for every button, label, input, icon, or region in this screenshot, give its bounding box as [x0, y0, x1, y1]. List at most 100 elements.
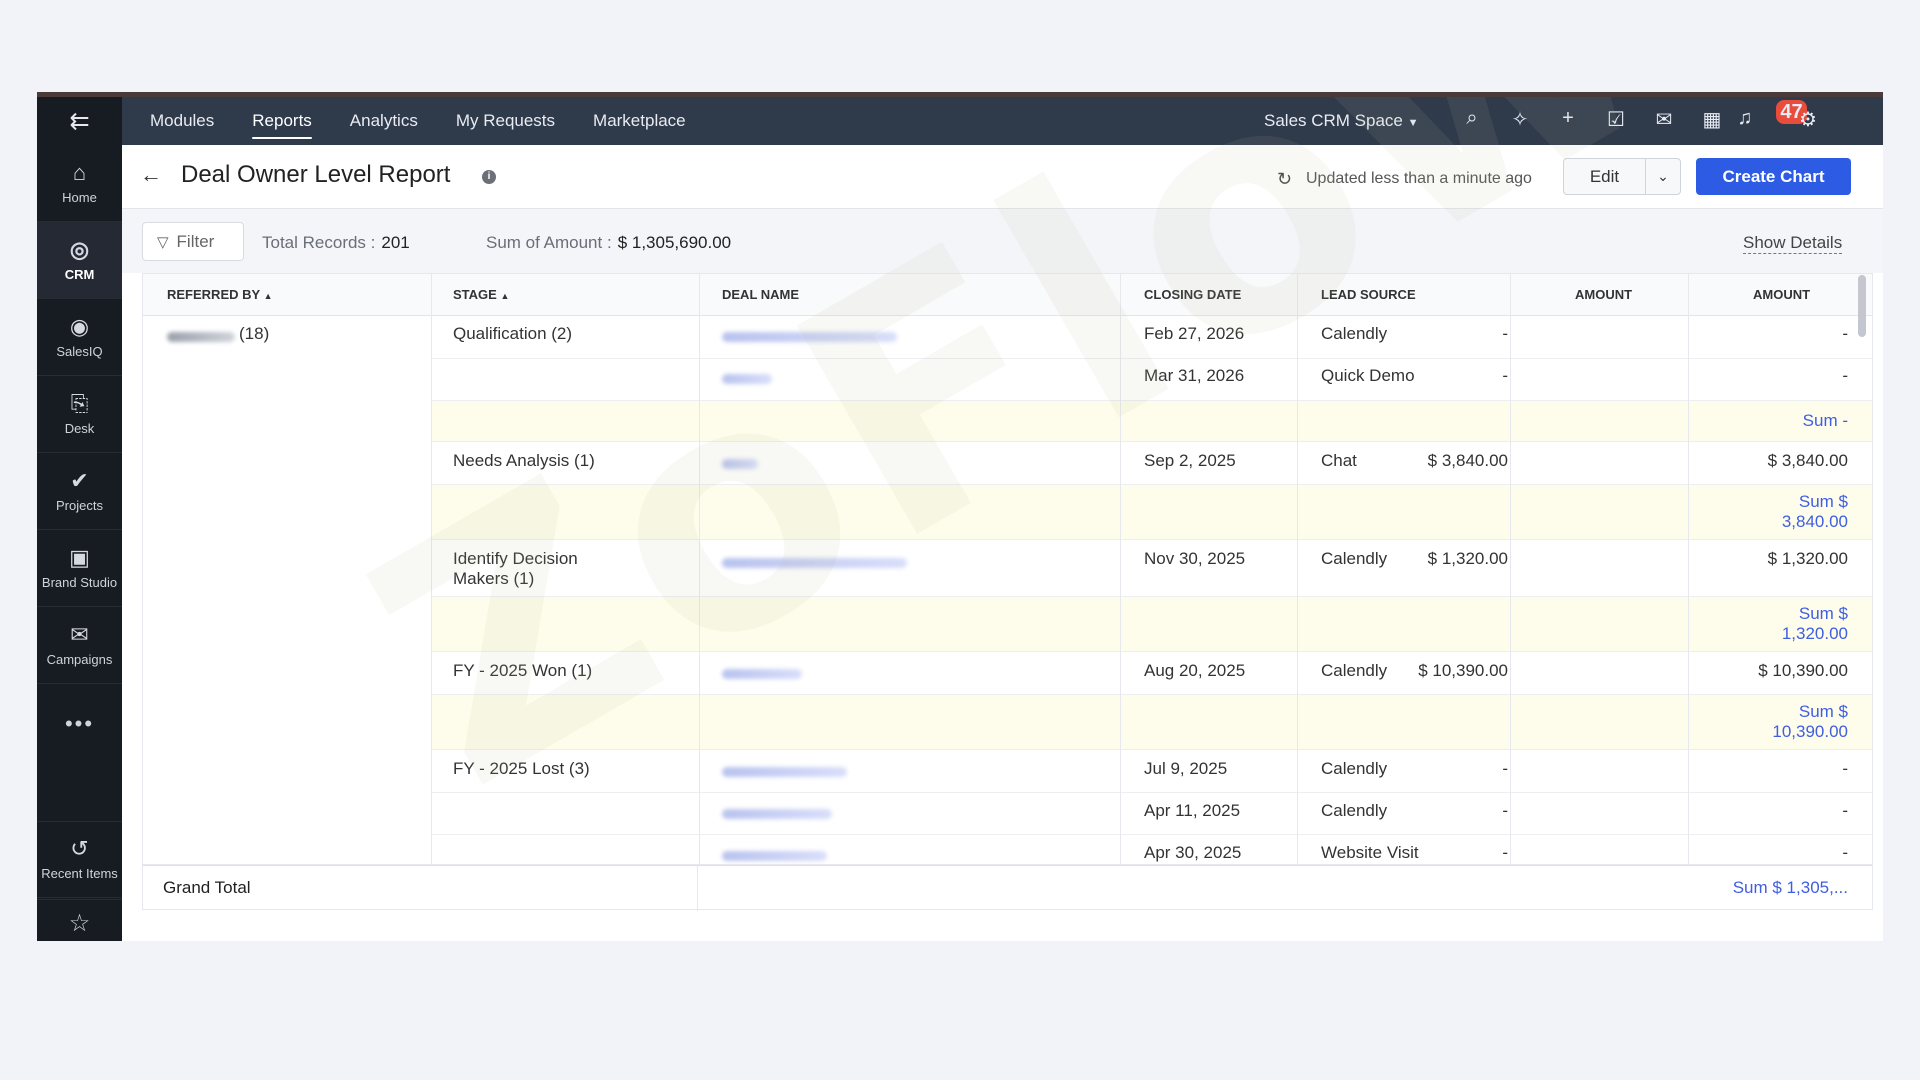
amount-cell: $ 3,840.00	[1767, 451, 1848, 470]
subtotal-sum-line: 3,840.00	[1781, 512, 1848, 531]
chevron-down-icon[interactable]: ⌄	[1657, 168, 1669, 184]
row-divider	[431, 792, 1872, 793]
deal-name-link[interactable]	[722, 669, 802, 679]
subtotal-sum-line: Sum $	[1798, 492, 1848, 511]
closing-date-cell: Aug 20, 2025	[1144, 661, 1246, 680]
create-chart-button[interactable]: Create Chart	[1696, 158, 1851, 195]
total-records: Total Records : 201	[262, 233, 410, 253]
column-header-stage[interactable]: STAGE ▲	[453, 274, 510, 316]
amount-cell: -	[1842, 759, 1848, 778]
subtotal-row	[431, 484, 1872, 540]
back-arrow-icon[interactable]: ←	[140, 162, 162, 187]
deal-name-link[interactable]	[722, 374, 772, 384]
column-divider	[1297, 274, 1298, 864]
rail-item-desk[interactable]: ⎘ Desk	[37, 376, 122, 453]
amount-cell: -	[1502, 759, 1508, 778]
rail-item-crm[interactable]: ◎ CRM	[37, 222, 122, 299]
column-header-closing-date[interactable]: CLOSING DATE	[1144, 274, 1242, 316]
deal-name-link[interactable]	[722, 332, 897, 342]
filter-icon: ▽	[157, 233, 169, 251]
space-selector[interactable]: Sales CRM Space ▼	[1264, 111, 1419, 131]
row-divider	[431, 834, 1872, 835]
refresh-icon[interactable]: ↻	[1277, 169, 1293, 189]
add-icon[interactable]: +	[1562, 107, 1574, 129]
tab-modules[interactable]: Modules	[150, 111, 215, 130]
closing-date-cell: Sep 2, 2025	[1144, 451, 1236, 470]
space-name: Sales CRM Space	[1264, 111, 1403, 130]
grand-total-label: Grand Total	[163, 878, 251, 897]
sort-asc-icon: ▲	[263, 291, 273, 301]
mail-icon[interactable]: ✉	[1655, 109, 1673, 131]
column-header-lead-source[interactable]: LEAD SOURCE	[1321, 274, 1416, 316]
column-header-deal-name[interactable]: DEAL NAME	[722, 274, 800, 316]
caret-down-icon: ▼	[1407, 117, 1419, 129]
subtotal-sum-line: 10,390.00	[1772, 722, 1848, 741]
total-records-value: 201	[381, 233, 410, 252]
tab-my-requests[interactable]: My Requests	[455, 111, 556, 130]
amount-cell: $ 10,390.00	[1418, 661, 1508, 680]
rail-item-recent-items[interactable]: ↺ Recent Items	[37, 821, 122, 898]
amount-cell: -	[1842, 843, 1848, 862]
rail-item-projects[interactable]: ✔ Projects	[37, 453, 122, 530]
column-header-amount-2[interactable]: AMOUNT	[1753, 274, 1811, 316]
more-apps-icon[interactable]: •••	[64, 711, 95, 736]
stage-cell: Qualification (2)	[453, 324, 573, 343]
sum-of-amount: Sum of Amount : $ 1,305,690.00	[486, 233, 731, 253]
deal-name-link[interactable]	[722, 767, 847, 777]
calendar-icon[interactable]: ▦	[1702, 109, 1722, 131]
column-header-amount[interactable]: AMOUNT	[1575, 274, 1633, 316]
deal-name-link[interactable]	[722, 809, 832, 819]
subtotal-sum-line: Sum $	[1798, 604, 1848, 623]
tab-marketplace[interactable]: Marketplace	[593, 111, 686, 130]
sum-of-amount-label: Sum of Amount :	[486, 233, 612, 252]
rail-item-label: Projects	[56, 497, 103, 513]
subtotal-row	[431, 694, 1872, 750]
column-divider	[1120, 274, 1121, 864]
tab-analytics[interactable]: Analytics	[349, 111, 418, 130]
table-scrollbar[interactable]	[1858, 275, 1866, 337]
tab-reports[interactable]: Reports	[252, 111, 312, 139]
info-icon[interactable]: i	[482, 170, 496, 184]
edit-button[interactable]: Edit	[1564, 159, 1646, 194]
amount-cell: -	[1502, 843, 1508, 862]
stage-cell-line: Makers (1)	[453, 569, 535, 588]
summary-bar: ▽ Filter Total Records : 201 Sum of Amoun…	[122, 209, 1883, 273]
brand-studio-icon: ▣	[69, 544, 90, 570]
notification-bell-icon[interactable]: ♫ 47	[1736, 100, 1807, 132]
gear-icon[interactable]: ⚙	[1799, 109, 1817, 131]
stage-cell: Identify Decision Makers (1)	[453, 549, 578, 589]
total-records-label: Total Records :	[262, 233, 376, 252]
zia-icon[interactable]: ✧	[1511, 109, 1529, 131]
column-header-referred-by[interactable]: REFERRED BY ▲	[167, 274, 273, 316]
menu-collapse-icon[interactable]: ⇇	[69, 107, 90, 135]
amount-cell: -	[1502, 324, 1508, 343]
rail-item-campaigns[interactable]: ✉ Campaigns	[37, 607, 122, 684]
updated-status: Updated less than a minute ago	[1306, 170, 1532, 187]
lead-source-cell: Calendly	[1321, 661, 1388, 680]
activity-icon[interactable]: ☑	[1607, 109, 1625, 131]
amount-cell: $ 10,390.00	[1758, 661, 1848, 680]
crm-app-window: ⇇ ⌂ Home ◎ CRM ◉ SalesIQ ⎘ Desk ✔ Projec…	[37, 92, 1883, 941]
subtotal-sum-line: Sum -	[1802, 411, 1848, 430]
rail-item-home[interactable]: ⌂ Home	[37, 145, 122, 222]
crm-icon: ◎	[69, 236, 90, 262]
deal-name-link[interactable]	[722, 558, 907, 568]
favorites-star-icon[interactable]: ☆	[37, 899, 122, 941]
deal-name-link[interactable]	[722, 851, 827, 861]
redacted-referrer-name	[167, 332, 235, 342]
filter-button[interactable]: ▽ Filter	[142, 222, 244, 261]
search-icon[interactable]: ⌕	[1466, 107, 1478, 129]
amount-cell: -	[1842, 366, 1848, 385]
top-nav: Modules Reports Analytics My Requests Ma…	[122, 97, 1883, 145]
top-nav-icons: ⌕ ✧ + ☑ ✉ ▦ ♫ 47 ⚙	[1448, 100, 1832, 132]
deal-name-link[interactable]	[722, 459, 758, 469]
amount-cell: $ 3,840.00	[1427, 451, 1508, 470]
rail-item-salesiq[interactable]: ◉ SalesIQ	[37, 299, 122, 376]
amount-cell: -	[1842, 324, 1848, 343]
subtotal-sum: Sum -	[1803, 411, 1848, 431]
subtotal-sum: Sum $1,320.00	[1782, 604, 1848, 644]
lead-source-cell: Calendly	[1321, 324, 1388, 343]
stage-cell-line: Identify Decision	[453, 549, 578, 568]
show-details-link[interactable]: Show Details	[1743, 233, 1843, 254]
rail-item-brand-studio[interactable]: ▣ Brand Studio	[37, 530, 122, 607]
